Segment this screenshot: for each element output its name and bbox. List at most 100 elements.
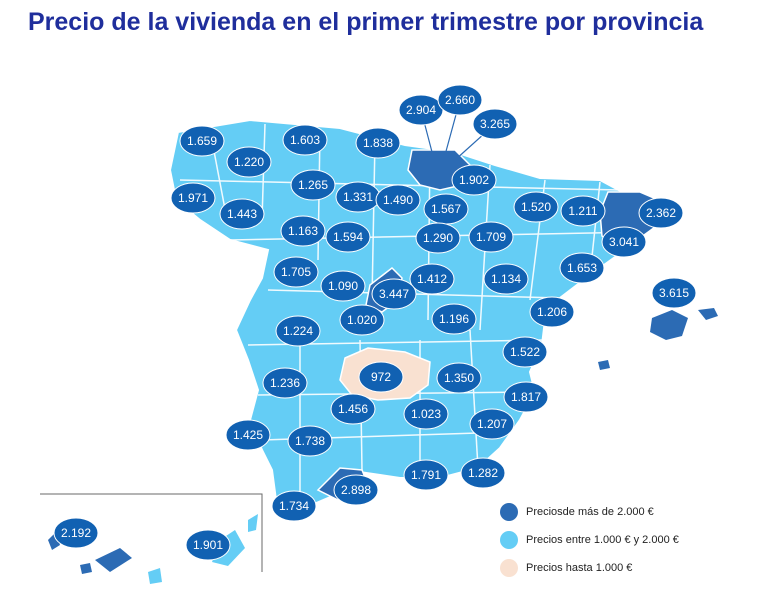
price-badge-value: 2.362 bbox=[646, 206, 676, 220]
price-badge-bubble bbox=[437, 84, 483, 116]
price-badge-value: 1.594 bbox=[333, 230, 363, 244]
price-badge: 1.705 bbox=[273, 256, 319, 288]
price-badge-value: 1.265 bbox=[298, 178, 328, 192]
price-badge: 2.898 bbox=[333, 474, 379, 506]
price-badge-bubble bbox=[320, 270, 366, 302]
price-badge-bubble bbox=[275, 315, 321, 347]
price-badge: 1.331 bbox=[335, 181, 381, 213]
price-badge: 1.520 bbox=[513, 191, 559, 223]
price-badge-value: 1.901 bbox=[193, 538, 223, 552]
price-badge: 1.603 bbox=[282, 124, 328, 156]
price-badge-bubble bbox=[282, 124, 328, 156]
price-badge-bubble bbox=[358, 361, 404, 393]
price-badge-bubble bbox=[170, 182, 216, 214]
price-badge: 2.362 bbox=[638, 197, 684, 229]
price-badge-value: 1.211 bbox=[568, 204, 597, 218]
price-badge: 1.901 bbox=[185, 529, 231, 561]
price-badge-value: 2.898 bbox=[341, 483, 371, 497]
price-badge: 1.838 bbox=[355, 127, 401, 159]
price-badge-value: 1.224 bbox=[283, 324, 313, 338]
price-badge-bubble bbox=[403, 398, 449, 430]
price-badge: 1.207 bbox=[469, 408, 515, 440]
price-badge-value: 1.206 bbox=[537, 305, 567, 319]
price-badge: 1.350 bbox=[436, 362, 482, 394]
price-badge-value: 1.023 bbox=[411, 407, 441, 421]
legend-swatch-mid bbox=[500, 531, 518, 549]
price-badge-bubble bbox=[280, 215, 326, 247]
price-badge-bubble bbox=[271, 490, 317, 522]
price-badge-value: 1.902 bbox=[459, 173, 489, 187]
price-badge-value: 1.220 bbox=[234, 155, 264, 169]
price-badge-bubble bbox=[601, 226, 647, 258]
price-badge-bubble bbox=[559, 252, 605, 284]
legend-label-low: Precios hasta 1.000 € bbox=[526, 562, 633, 574]
price-badge: 972 bbox=[358, 361, 404, 393]
price-badge-value: 1.738 bbox=[295, 434, 325, 448]
price-badge: 1.817 bbox=[503, 381, 549, 413]
price-badge: 2.904 bbox=[398, 94, 444, 126]
price-badge-value: 2.904 bbox=[406, 103, 436, 117]
price-badge: 1.902 bbox=[451, 164, 497, 196]
price-badge-value: 1.425 bbox=[233, 428, 263, 442]
price-badge: 3.447 bbox=[371, 278, 417, 310]
price-badge: 1.594 bbox=[325, 221, 371, 253]
legend-item-mid: Precios entre 1.000 € y 2.000 € bbox=[500, 526, 679, 554]
price-badge-value: 1.490 bbox=[383, 193, 413, 207]
legend-label-mid: Precios entre 1.000 € y 2.000 € bbox=[526, 534, 679, 546]
price-badge: 1.443 bbox=[219, 198, 265, 230]
price-badges: 1.659 1.603 1.838 2.904 2.660 3.265 1.220 1.902… bbox=[53, 84, 697, 561]
price-badge-value: 3.615 bbox=[659, 286, 689, 300]
price-badge-bubble bbox=[262, 367, 308, 399]
price-badge: 1.738 bbox=[287, 425, 333, 457]
price-badge-value: 1.603 bbox=[290, 133, 320, 147]
price-badge: 3.265 bbox=[472, 108, 518, 140]
price-badge-value: 2.660 bbox=[445, 93, 475, 107]
price-badge-bubble bbox=[468, 221, 514, 253]
legend-item-low: Precios hasta 1.000 € bbox=[500, 554, 679, 582]
price-badge-bubble bbox=[460, 457, 506, 489]
price-badge-bubble bbox=[469, 408, 515, 440]
price-badge-bubble bbox=[287, 425, 333, 457]
price-badge: 1.224 bbox=[275, 315, 321, 347]
price-badge: 1.220 bbox=[226, 146, 272, 178]
price-badge: 1.425 bbox=[225, 419, 271, 451]
price-badge-value: 1.282 bbox=[468, 466, 498, 480]
price-badge-bubble bbox=[513, 191, 559, 223]
price-badge-value: 1.020 bbox=[347, 313, 377, 327]
price-badge-bubble bbox=[503, 381, 549, 413]
price-badge: 1.206 bbox=[529, 296, 575, 328]
price-badge: 1.659 bbox=[179, 125, 225, 157]
price-badge: 1.020 bbox=[339, 304, 385, 336]
price-badge-bubble bbox=[325, 221, 371, 253]
price-badge: 1.211 bbox=[560, 195, 606, 227]
price-badge-value: 1.567 bbox=[431, 202, 461, 216]
legend-swatch-low bbox=[500, 559, 518, 577]
price-badge-value: 1.653 bbox=[567, 261, 597, 275]
price-badge-bubble bbox=[371, 278, 417, 310]
price-badge-value: 1.709 bbox=[476, 230, 506, 244]
price-badge-bubble bbox=[339, 304, 385, 336]
price-badge-value: 1.522 bbox=[510, 345, 540, 359]
price-badge: 3.041 bbox=[601, 226, 647, 258]
legend: Preciosde más de 2.000 € Precios entre 1… bbox=[500, 498, 679, 582]
price-badge: 1.456 bbox=[330, 393, 376, 425]
mallorca-island bbox=[650, 310, 688, 340]
ibiza-island bbox=[598, 360, 610, 370]
price-badge-value: 1.520 bbox=[521, 200, 551, 214]
price-badge-value: 1.163 bbox=[288, 224, 318, 238]
price-badge-bubble bbox=[225, 419, 271, 451]
price-badge-value: 1.791 bbox=[411, 468, 441, 482]
price-badge-bubble bbox=[529, 296, 575, 328]
price-badge-value: 1.090 bbox=[328, 279, 358, 293]
price-badge-value: 972 bbox=[371, 370, 391, 384]
price-badge-value: 1.443 bbox=[227, 207, 257, 221]
price-badge-bubble bbox=[185, 529, 231, 561]
price-badge-bubble bbox=[638, 197, 684, 229]
price-badge-bubble bbox=[355, 127, 401, 159]
price-badge-bubble bbox=[502, 336, 548, 368]
price-badge: 1.290 bbox=[415, 222, 461, 254]
legend-swatch-high bbox=[500, 503, 518, 521]
price-badge: 1.522 bbox=[502, 336, 548, 368]
price-badge: 1.971 bbox=[170, 182, 216, 214]
price-badge: 1.734 bbox=[271, 490, 317, 522]
